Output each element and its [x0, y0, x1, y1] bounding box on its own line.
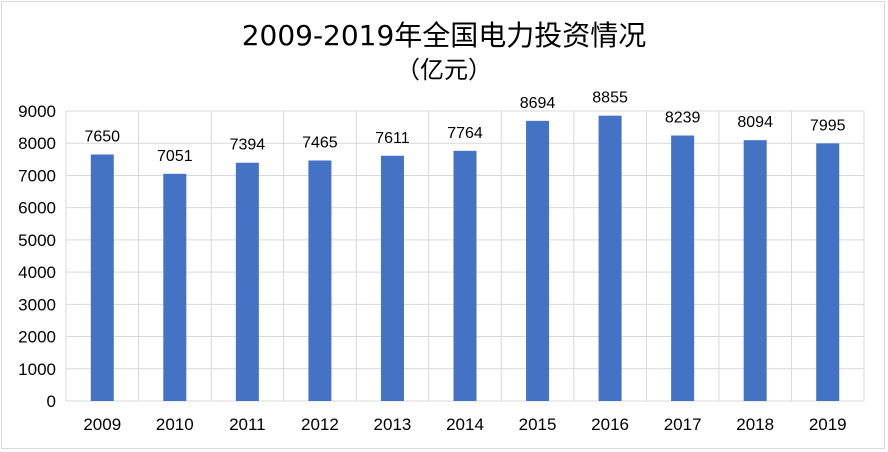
data-label-2019: 7995	[810, 117, 846, 134]
chart-subtitle: （亿元）	[396, 56, 492, 84]
x-tick-label-2011: 2011	[229, 415, 266, 434]
bar-2014	[453, 150, 477, 401]
bar-2009	[90, 154, 114, 401]
x-axis-tick-labels: 2009 2010 2011 2012 2013 2014 2015 2016 2017 2018…	[83, 415, 846, 434]
y-tick-label: 8000	[18, 134, 56, 153]
y-tick-label: 1000	[18, 360, 56, 379]
y-tick-label: 4000	[18, 263, 56, 282]
x-tick-label-2010: 2010	[156, 415, 194, 434]
bar-2011	[235, 162, 259, 401]
data-label-2014: 7764	[447, 125, 483, 142]
y-tick-label: 0	[47, 392, 56, 411]
bar-2013	[380, 155, 404, 401]
bar-2017	[671, 135, 695, 401]
y-tick-label: 3000	[18, 295, 56, 314]
x-tick-label-2014: 2014	[446, 415, 484, 434]
chart-title: 2009-2019年全国电力投资情况	[241, 19, 647, 52]
data-label-2018: 8094	[737, 114, 773, 131]
data-label-2012: 7465	[302, 134, 338, 151]
bar-2012	[308, 160, 332, 401]
data-label-2017: 8239	[665, 110, 701, 127]
bars	[90, 115, 840, 402]
data-labels: 7650 7051 7394 7465 7611 7764 8694 8855 8239 8094…	[84, 90, 845, 165]
bar-2018	[743, 140, 767, 401]
data-label-2013: 7611	[375, 130, 410, 147]
x-tick-label-2015: 2015	[519, 415, 557, 434]
y-tick-label: 9000	[18, 102, 56, 121]
y-tick-label: 2000	[18, 328, 56, 347]
x-tick-label-2017: 2017	[664, 415, 702, 434]
y-axis-tick-labels: 0 1000 2000 3000 4000 5000 6000 7000 8000 9000	[18, 102, 56, 411]
y-tick-label: 7000	[18, 166, 56, 185]
x-tick-label-2009: 2009	[83, 415, 121, 434]
data-label-2015: 8694	[520, 95, 556, 112]
data-label-2010: 7051	[157, 148, 193, 165]
x-tick-label-2016: 2016	[591, 415, 629, 434]
bar-2010	[163, 173, 187, 401]
bar-2016	[598, 115, 622, 401]
bar-2015	[526, 120, 550, 402]
data-label-2009: 7650	[84, 129, 120, 146]
x-tick-label-2013: 2013	[374, 415, 412, 434]
x-tick-label-2012: 2012	[301, 415, 339, 434]
data-label-2011: 7394	[230, 137, 266, 154]
x-tick-label-2018: 2018	[736, 415, 774, 434]
x-tick-label-2019: 2019	[809, 415, 847, 434]
y-tick-label: 5000	[18, 231, 56, 250]
bar-2019	[816, 143, 840, 401]
y-tick-label: 6000	[18, 199, 56, 218]
data-label-2016: 8855	[592, 90, 628, 107]
